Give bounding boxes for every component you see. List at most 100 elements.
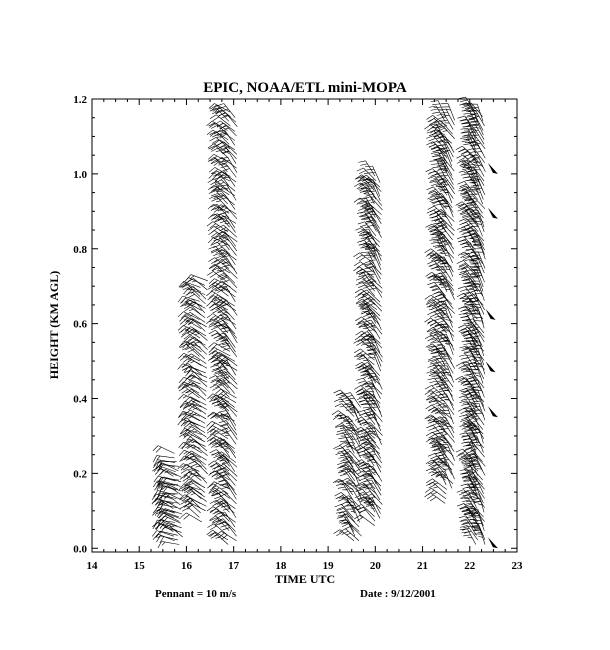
wind-barb: [360, 238, 380, 252]
x-tick-label: 22: [464, 560, 476, 572]
wind-barb: [208, 470, 230, 481]
wind-barb: [183, 366, 206, 374]
wind-barb: [183, 486, 205, 498]
wind-barb: [215, 361, 238, 371]
wind-barb: [355, 316, 376, 329]
wind-barb: [158, 512, 181, 519]
wind-barb: [339, 441, 360, 454]
wind-barb: [362, 381, 383, 395]
wind-barb: [363, 407, 383, 422]
wind-barb: [431, 131, 453, 144]
wind-barb: [185, 491, 207, 502]
wind-barb: [206, 221, 229, 232]
wind-barb: [465, 507, 485, 522]
wind-barb: [435, 371, 454, 388]
wind-barb: [363, 484, 381, 501]
wind-barb: [466, 166, 485, 182]
wind-barb: [463, 466, 483, 481]
wind-barb: [152, 445, 175, 454]
wind-barb: [360, 362, 380, 376]
date-label: Date : 9/12/2001: [360, 588, 436, 600]
wind-barb: [361, 435, 380, 450]
wind-barb: [469, 265, 485, 283]
x-axis-label: TIME UTC: [275, 572, 335, 586]
wind-barb: [206, 318, 228, 329]
wind-barb: [355, 435, 377, 448]
wind-barb: [429, 197, 447, 214]
wind-barb: [436, 164, 454, 181]
wind-barb: [437, 246, 453, 264]
wind-barb: [178, 449, 201, 458]
wind-barb: [465, 401, 485, 416]
wind-barb: [184, 497, 207, 507]
wind-barb: [353, 252, 375, 264]
wind-barb: [366, 354, 381, 372]
wind-barb: [464, 203, 484, 219]
wind-barb: [361, 178, 382, 192]
y-tick-label: 1.0: [73, 169, 87, 181]
wind-barb: [362, 213, 380, 229]
wind-barb: [213, 296, 236, 307]
wind-barb: [345, 427, 361, 445]
wind-barb: [465, 323, 485, 338]
x-tick-label: 16: [181, 560, 193, 572]
x-tick-label: 20: [370, 560, 382, 572]
wind-barb: [465, 475, 485, 490]
wind-barb: [183, 312, 206, 323]
wind-barb: [155, 461, 177, 469]
y-tick-label: 1.2: [73, 94, 87, 106]
wind-barb: [209, 384, 230, 398]
wind-barb: [438, 384, 454, 402]
wind-barb: [359, 174, 381, 188]
wind-barb: [466, 345, 485, 361]
wind-barb: [363, 319, 383, 335]
wind-barb: [435, 390, 454, 406]
wind-barb: [217, 371, 238, 385]
wind-barb: [438, 310, 453, 328]
wind-barb: [467, 518, 484, 536]
wind-barb: [185, 374, 208, 383]
wind-barb: [458, 264, 479, 278]
wind-barb: [434, 192, 453, 208]
wind-barb: [180, 512, 202, 523]
wind-barb: [342, 523, 362, 537]
wind-barb: [436, 159, 453, 176]
wind-barb: [208, 490, 229, 504]
wind-barb: [471, 337, 484, 356]
wind-barb: [459, 424, 478, 439]
wind-barb: [216, 354, 238, 367]
wind-barb: [339, 513, 360, 528]
wind-barb: [159, 485, 182, 493]
wind-barb: [437, 178, 455, 195]
wind-barb: [215, 306, 235, 321]
wind-barb: [467, 492, 485, 508]
wind-barb: [208, 145, 229, 159]
wind-barb: [213, 185, 236, 197]
wind-barb: [340, 468, 361, 482]
wind-barb: [155, 530, 178, 538]
wind-barb: [206, 428, 229, 439]
wind-barb: [217, 468, 237, 482]
wind-barb: [216, 224, 238, 238]
y-axis: 0.0 0.2 0.4 0.6 0.8 1.0 1.2: [73, 94, 517, 555]
wind-barb: [185, 370, 208, 378]
x-tick-label: 23: [512, 560, 524, 572]
wind-barb: [186, 341, 208, 355]
wind-barb: [427, 205, 448, 219]
wind-barb: [426, 135, 446, 150]
wind-barb: [468, 187, 484, 205]
wind-barb: [213, 351, 235, 362]
wind-barb: [215, 476, 235, 491]
wind-barb: [465, 336, 484, 352]
wind-barb: [209, 114, 231, 127]
wind-barb: [214, 498, 236, 509]
wind-barb: [215, 451, 237, 463]
wind-barb: [458, 305, 478, 320]
wind-barb: [458, 170, 477, 186]
wind-barb: [436, 113, 454, 130]
wind-barb: [208, 350, 230, 361]
wind-barb: [159, 500, 181, 510]
wind-barb: [179, 282, 202, 293]
wind-barb: [187, 469, 208, 484]
wind-barb: [464, 208, 484, 223]
